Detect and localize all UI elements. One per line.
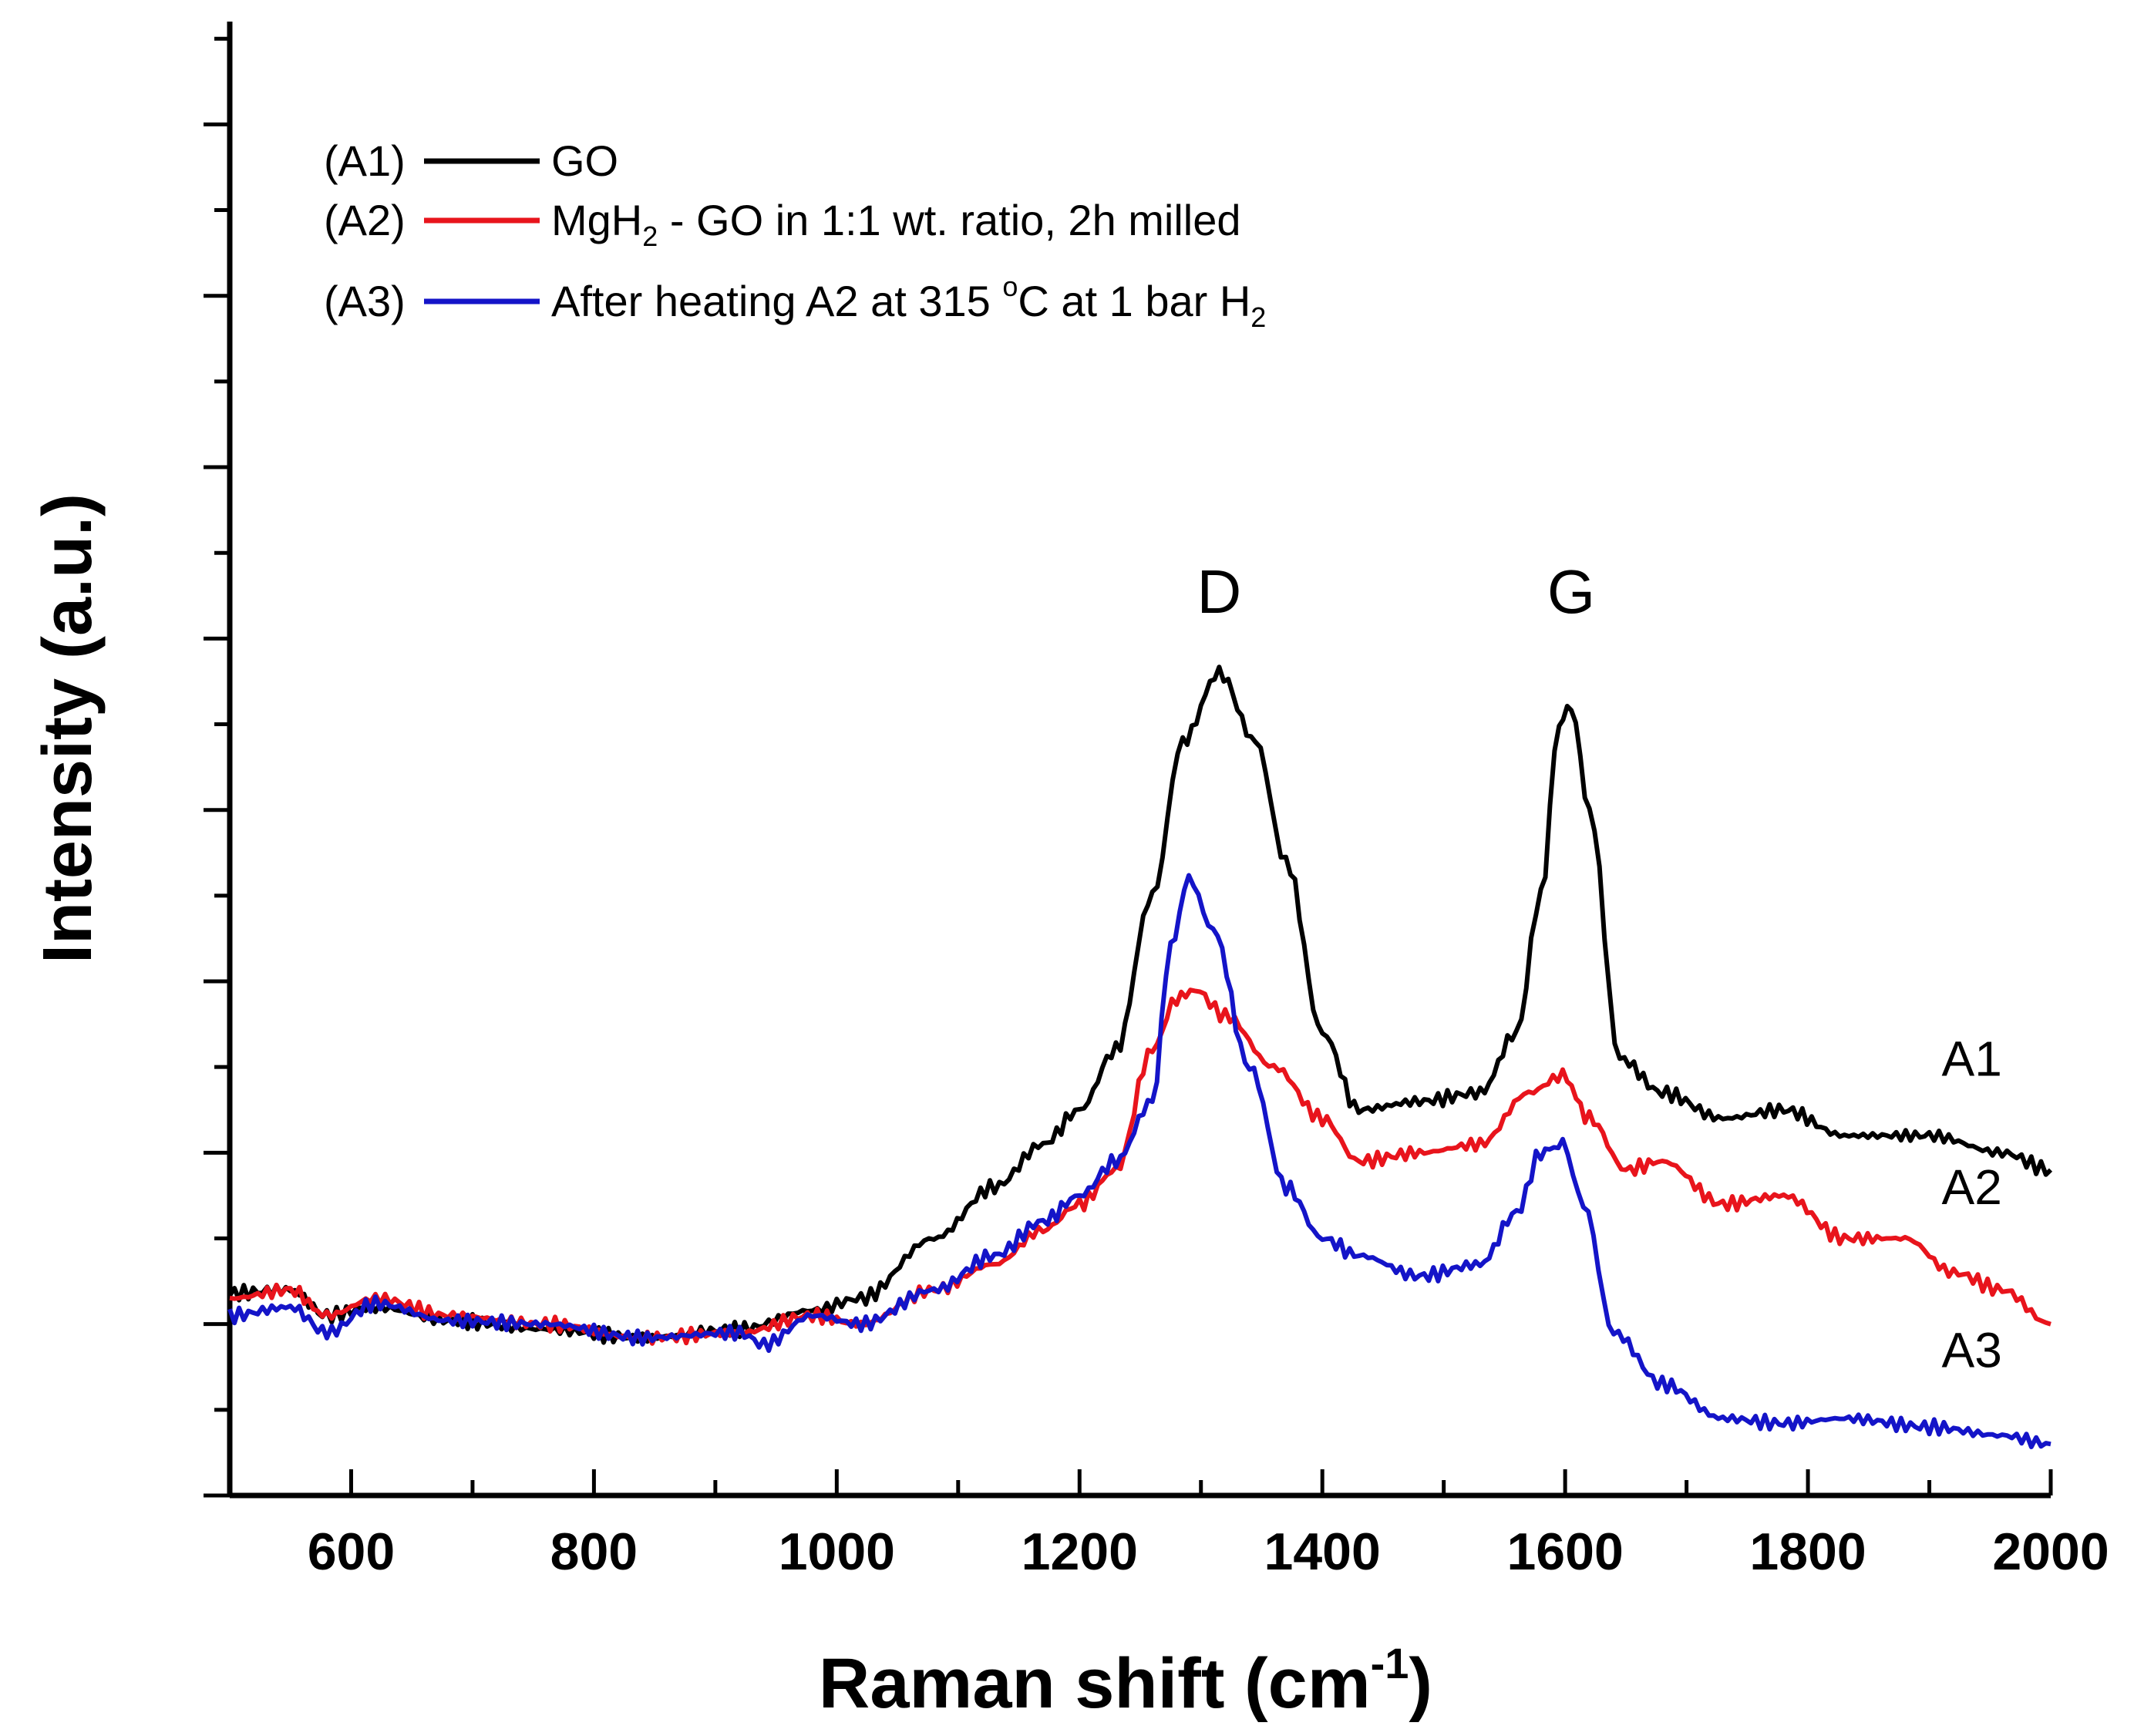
- legend-text-a3: After heating A2 at 315 oC at 1 bar H2: [551, 271, 1266, 333]
- legend-text-a2: MgH2 - GO in 1:1 wt. ratio, 2h milled: [551, 196, 1241, 252]
- x-axis-title: Raman shift (cm-1): [819, 1639, 1432, 1723]
- legend-code-a3: (A3): [324, 277, 406, 325]
- series-label-a1: A1: [1942, 1031, 2002, 1086]
- peak-label-d: D: [1197, 557, 1241, 626]
- series-line-a3: [227, 873, 2052, 1449]
- x-tick-label: 800: [550, 1522, 638, 1581]
- x-axis-title-sup: -1: [1371, 1639, 1409, 1687]
- x-ticks: 600 800 1000 1200 1400 1600 1800 2000: [227, 1469, 2109, 1581]
- legend-a3-sub: 2: [1250, 301, 1266, 333]
- x-tick-label: 2000: [1992, 1522, 2109, 1581]
- x-tick-label: 1800: [1749, 1522, 1866, 1581]
- legend-a3-part1: After heating A2 at 315: [551, 277, 1002, 325]
- y-axis-title: Intensity (a.u.): [29, 493, 106, 964]
- legend-a2-rest: - GO in 1:1 wt. ratio, 2h milled: [658, 196, 1240, 244]
- legend: (A1) GO (A2) MgH2 - GO in 1:1 wt. ratio,…: [324, 136, 1266, 333]
- x-axis-title-close: ): [1409, 1644, 1432, 1723]
- legend-a2-part1: MgH: [551, 196, 642, 244]
- x-tick-label: 1600: [1506, 1522, 1623, 1581]
- annotations: D G A1 A2 A3: [1197, 557, 2001, 1378]
- legend-text-a1: GO: [551, 136, 618, 185]
- x-tick-label: 1400: [1264, 1522, 1381, 1581]
- legend-code-a1: (A1): [324, 136, 406, 185]
- series-label-a2: A2: [1942, 1159, 2002, 1215]
- peak-label-g: G: [1547, 557, 1595, 626]
- x-tick-label: 1000: [779, 1522, 895, 1581]
- x-tick-label: 1200: [1022, 1522, 1138, 1581]
- legend-a3-sup: o: [1002, 271, 1018, 302]
- legend-a2-sub: 2: [642, 220, 658, 252]
- series-label-a3: A3: [1942, 1322, 2002, 1378]
- series-group: [227, 664, 2053, 1449]
- x-axis-title-main: Raman shift (cm: [819, 1644, 1371, 1723]
- legend-a3-rest: C at 1 bar H: [1018, 277, 1250, 325]
- x-tick-label: 600: [308, 1522, 395, 1581]
- legend-code-a2: (A2): [324, 196, 406, 244]
- y-ticks: [204, 36, 230, 1498]
- series-line-a1: [227, 664, 2053, 1345]
